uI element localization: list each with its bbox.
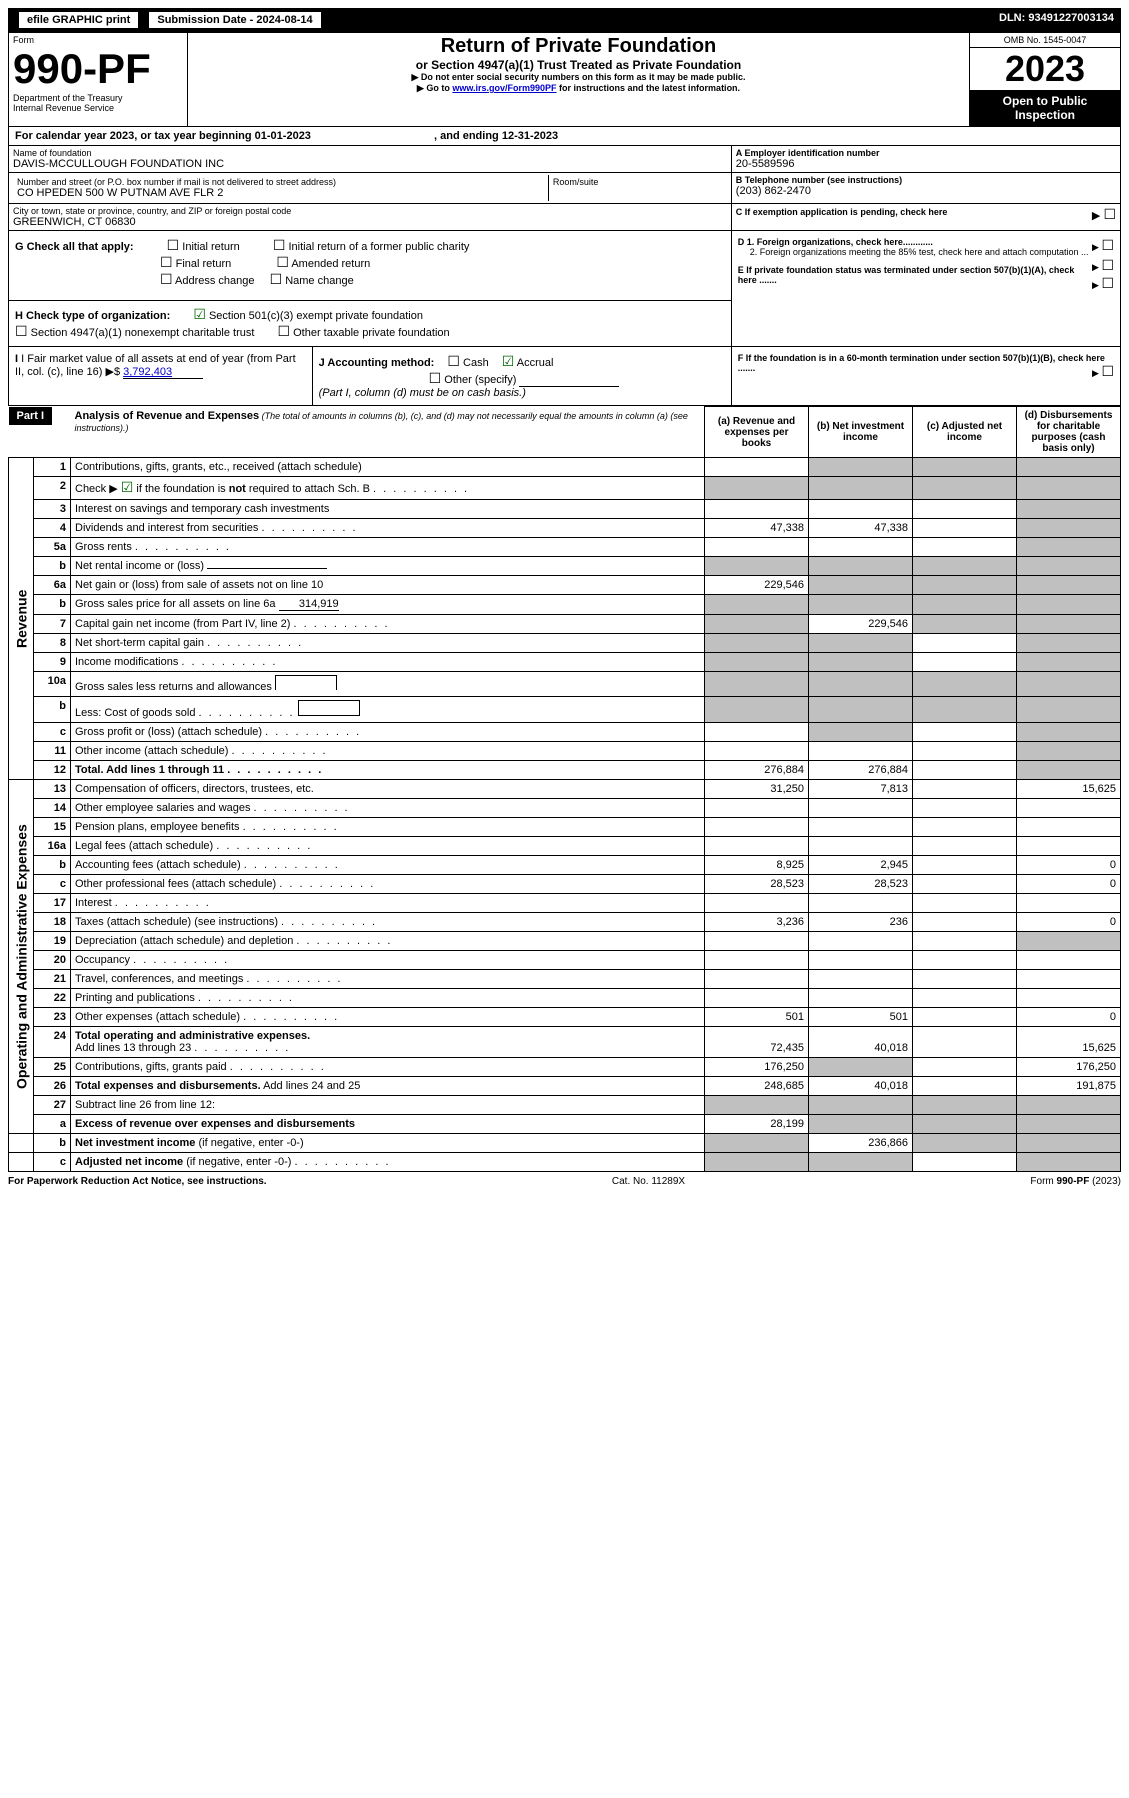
line-10c: Gross profit or (loss) (attach schedule) (71, 723, 705, 742)
line-4: Dividends and interest from securities (71, 519, 705, 538)
line-3: Interest on savings and temporary cash i… (71, 500, 705, 519)
line-25: Contributions, gifts, grants paid (71, 1058, 705, 1077)
c-checkbox[interactable] (1103, 210, 1116, 222)
g-address-checkbox[interactable] (160, 275, 173, 287)
col-c-header: (c) Adjusted net income (913, 407, 1017, 458)
foundation-name: DAVIS-MCCULLOUGH FOUNDATION INC (13, 158, 727, 170)
h-other-checkbox[interactable] (277, 327, 290, 339)
line-10a: Gross sales less returns and allowances (71, 672, 705, 697)
line-15: Pension plans, employee benefits (71, 818, 705, 837)
d2-checkbox[interactable] (1101, 262, 1114, 272)
g-amended-checkbox[interactable] (276, 258, 289, 270)
line-6a: Net gain or (loss) from sale of assets n… (71, 576, 705, 595)
irs-label: Internal Revenue Service (13, 103, 183, 113)
line-1: Contributions, gifts, grants, etc., rece… (71, 458, 705, 477)
h-4947-checkbox[interactable] (15, 327, 28, 339)
line-20: Occupancy (71, 951, 705, 970)
line-10b: Less: Cost of goods sold (71, 697, 705, 723)
phone: (203) 862-2470 (736, 185, 1116, 197)
j-accrual-checkbox[interactable] (502, 356, 515, 369)
form-title: Return of Private Foundation (192, 35, 965, 58)
g-initial-former-checkbox[interactable] (273, 241, 286, 253)
fmv-value[interactable]: 3,792,403 (123, 366, 203, 379)
line-24: Total operating and administrative expen… (71, 1027, 705, 1058)
line-21: Travel, conferences, and meetings (71, 970, 705, 989)
city-state-zip: GREENWICH, CT 06830 (13, 216, 727, 228)
efile-label: efile GRAPHIC print (19, 12, 138, 28)
line-16a: Legal fees (attach schedule) (71, 837, 705, 856)
line-27: Subtract line 26 from line 12: (71, 1096, 705, 1115)
ein: 20-5589596 (736, 158, 1116, 170)
expenses-section-label: Operating and Administrative Expenses (9, 780, 34, 1134)
line-2: Check ▶ if the foundation is not require… (71, 477, 705, 500)
line-5b: Net rental income or (loss) (71, 557, 705, 576)
submission-date: Submission Date - 2024-08-14 (149, 12, 320, 28)
dln: DLN: 93491227003134 (999, 12, 1114, 28)
tax-period: For calendar year 2023, or tax year begi… (8, 127, 1121, 146)
page-footer: For Paperwork Reduction Act Notice, see … (8, 1176, 1121, 1187)
e-checkbox[interactable] (1101, 280, 1114, 290)
line-27c: Adjusted net income (if negative, enter … (71, 1153, 705, 1172)
d1-checkbox[interactable] (1101, 242, 1114, 252)
form-subtitle: or Section 4947(a)(1) Trust Treated as P… (192, 58, 965, 72)
f-checkbox[interactable] (1101, 368, 1114, 378)
col-b-header: (b) Net investment income (809, 407, 913, 458)
line-9: Income modifications (71, 653, 705, 672)
form-header: Form 990-PF Department of the Treasury I… (8, 32, 1121, 127)
line-8: Net short-term capital gain (71, 634, 705, 653)
line-16b: Accounting fees (attach schedule) (71, 856, 705, 875)
part1-table: Part I Analysis of Revenue and Expenses … (8, 406, 1121, 1172)
line-12: Total. Add lines 1 through 11 (71, 761, 705, 780)
form-number: 990-PF (13, 45, 183, 93)
irs-link[interactable]: www.irs.gov/Form990PF (452, 83, 556, 93)
top-bar: efile GRAPHIC print Submission Date - 20… (8, 8, 1121, 32)
col-d-header: (d) Disbursements for charitable purpose… (1017, 407, 1121, 458)
line-27a: Excess of revenue over expenses and disb… (71, 1115, 705, 1134)
line-11: Other income (attach schedule) (71, 742, 705, 761)
entity-block: Name of foundation DAVIS-MCCULLOUGH FOUN… (8, 146, 1121, 231)
line-26: Total expenses and disbursements. Add li… (71, 1077, 705, 1096)
line-14: Other employee salaries and wages (71, 799, 705, 818)
revenue-section-label: Revenue (9, 458, 34, 780)
line-27b: Net investment income (if negative, ente… (71, 1134, 705, 1153)
address: CO HPEDEN 500 W PUTNAM AVE FLR 2 (17, 187, 544, 199)
line-5a: Gross rents (71, 538, 705, 557)
g-final-checkbox[interactable] (160, 258, 173, 270)
line-19: Depreciation (attach schedule) and deple… (71, 932, 705, 951)
dept-label: Department of the Treasury (13, 93, 183, 103)
line-17: Interest (71, 894, 705, 913)
line-6b: Gross sales price for all assets on line… (71, 595, 705, 615)
part1-label: Part I (9, 407, 53, 425)
form-label: Form (13, 35, 183, 45)
g-initial-checkbox[interactable] (167, 241, 180, 253)
open-public: Open to Public Inspection (970, 90, 1120, 126)
line-16c: Other professional fees (attach schedule… (71, 875, 705, 894)
line-13: Compensation of officers, directors, tru… (71, 780, 705, 799)
j-other-checkbox[interactable] (429, 374, 442, 386)
line-7: Capital gain net income (from Part IV, l… (71, 615, 705, 634)
line-22: Printing and publications (71, 989, 705, 1008)
checks-block: G Check all that apply: Initial return I… (8, 231, 1121, 406)
j-cash-checkbox[interactable] (447, 357, 460, 369)
schb-checkbox[interactable] (121, 482, 134, 495)
tax-year: 2023 (970, 48, 1120, 90)
omb: OMB No. 1545-0047 (970, 33, 1120, 48)
col-a-header: (a) Revenue and expenses per books (705, 407, 809, 458)
h-501c3-checkbox[interactable] (193, 309, 206, 322)
g-name-checkbox[interactable] (270, 275, 283, 287)
line-23: Other expenses (attach schedule) (71, 1008, 705, 1027)
line-18: Taxes (attach schedule) (see instruction… (71, 913, 705, 932)
header-note1: Do not enter social security numbers on … (421, 72, 746, 82)
